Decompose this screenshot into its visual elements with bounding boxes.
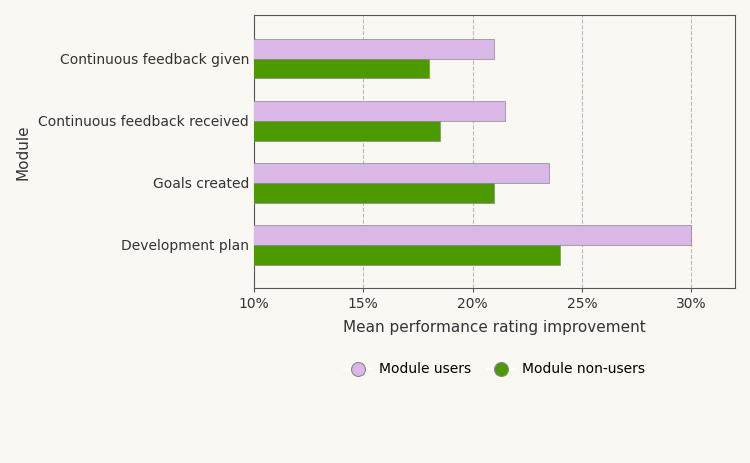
Bar bbox=[35, 101, 506, 121]
Bar bbox=[35, 163, 549, 183]
X-axis label: Mean performance rating improvement: Mean performance rating improvement bbox=[343, 320, 646, 335]
Bar bbox=[35, 38, 494, 58]
Bar bbox=[35, 183, 494, 203]
Bar bbox=[35, 58, 429, 78]
Bar bbox=[35, 121, 439, 141]
Y-axis label: Module: Module bbox=[15, 124, 30, 180]
Legend: Module users, Module non-users: Module users, Module non-users bbox=[337, 356, 652, 383]
Bar bbox=[35, 225, 692, 245]
Bar bbox=[35, 245, 560, 265]
